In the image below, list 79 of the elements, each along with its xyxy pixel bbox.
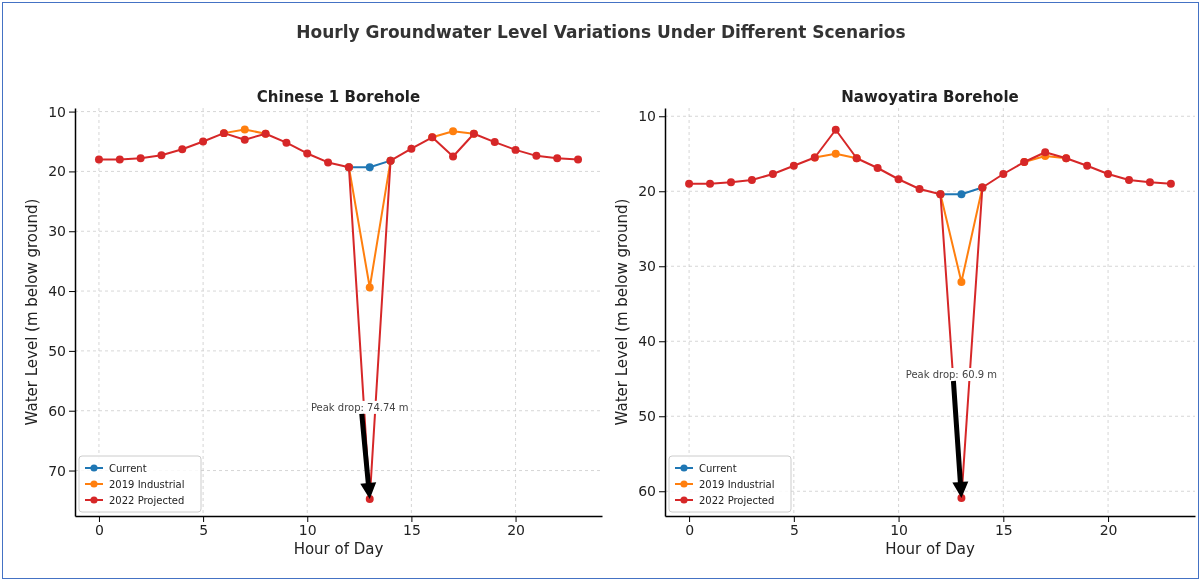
point (449, 127, 458, 136)
point (407, 144, 416, 153)
point (747, 176, 756, 184)
point (999, 170, 1008, 178)
x-tick-label: 10 (890, 521, 908, 538)
y-tick-label: 30 (48, 223, 66, 240)
x-tick-label: 0 (94, 521, 104, 538)
chart-title: Nawoyatira Borehole (841, 88, 1019, 106)
y-axis-title: Water Level (m below ground) (613, 198, 631, 426)
point (240, 125, 249, 134)
legend-label: Current (699, 462, 737, 474)
y-tick-label: 60 (48, 402, 66, 419)
point (199, 137, 208, 146)
point (831, 125, 840, 134)
point (789, 161, 798, 170)
y-tick-label: 50 (48, 342, 66, 359)
y-tick-label: 10 (638, 108, 656, 125)
point (574, 155, 583, 164)
point (511, 145, 520, 154)
legend-label: 2019 Industrial (699, 478, 775, 490)
point (94, 155, 103, 164)
point (490, 138, 499, 147)
point (1083, 161, 1092, 170)
y-tick-label: 20 (638, 183, 656, 200)
x-tick-label: 15 (994, 521, 1013, 538)
x-axis-title: Hour of Day (293, 540, 384, 558)
y-tick-label: 40 (48, 283, 66, 300)
point (873, 164, 882, 172)
x-tick-label: 0 (685, 521, 695, 538)
y-tick-label: 20 (48, 163, 66, 180)
legend-label: 2019 Industrial (109, 478, 185, 490)
annotation: Peak drop: 74.74 m (310, 401, 409, 413)
point (240, 135, 249, 144)
y-tick-label: 50 (638, 408, 656, 425)
text: Hourly Groundwater Level Variations Under Different Scenarios (296, 22, 906, 42)
point (915, 185, 924, 193)
point (449, 152, 458, 161)
point (1125, 176, 1133, 184)
annotation: Peak drop: 60.9 m (905, 369, 998, 380)
x-tick-label: 5 (199, 521, 209, 538)
legend-label: 2022 Projected (699, 494, 775, 506)
point (282, 138, 291, 147)
y-tick-label: 10 (48, 103, 66, 120)
y-axis-title: Water Level (m below ground) (23, 198, 41, 426)
point (1145, 178, 1154, 187)
point (1104, 170, 1113, 178)
point (831, 149, 840, 158)
x-tick-label: 5 (789, 521, 799, 538)
point (303, 149, 312, 158)
point (1166, 179, 1175, 188)
y-tick-label: 30 (638, 258, 656, 275)
point (1041, 148, 1050, 157)
x-tick-label: 10 (298, 521, 317, 538)
point (365, 163, 374, 172)
point (706, 179, 715, 188)
point (957, 190, 966, 199)
y-tick-label: 40 (638, 333, 656, 350)
point (365, 283, 374, 292)
legend-label: Current (109, 462, 147, 474)
point (532, 151, 541, 160)
x-axis-title: Hour of Day (885, 540, 975, 558)
point (178, 145, 187, 154)
x-tick-label: 15 (402, 521, 421, 538)
point (157, 151, 166, 160)
point (727, 178, 735, 187)
point (957, 278, 966, 286)
legend-label: 2022 Projected (109, 494, 185, 506)
point (768, 170, 777, 178)
point (136, 154, 145, 163)
x-tick-label: 20 (1099, 521, 1118, 538)
point (685, 179, 694, 188)
x-tick-label: 20 (507, 521, 525, 538)
point (894, 175, 903, 184)
y-tick-label: 70 (48, 462, 66, 479)
chart-title: Chinese 1 Borehole (256, 88, 421, 106)
point (553, 154, 562, 163)
point (324, 158, 333, 167)
y-tick-label: 60 (638, 483, 656, 500)
point (115, 155, 124, 164)
